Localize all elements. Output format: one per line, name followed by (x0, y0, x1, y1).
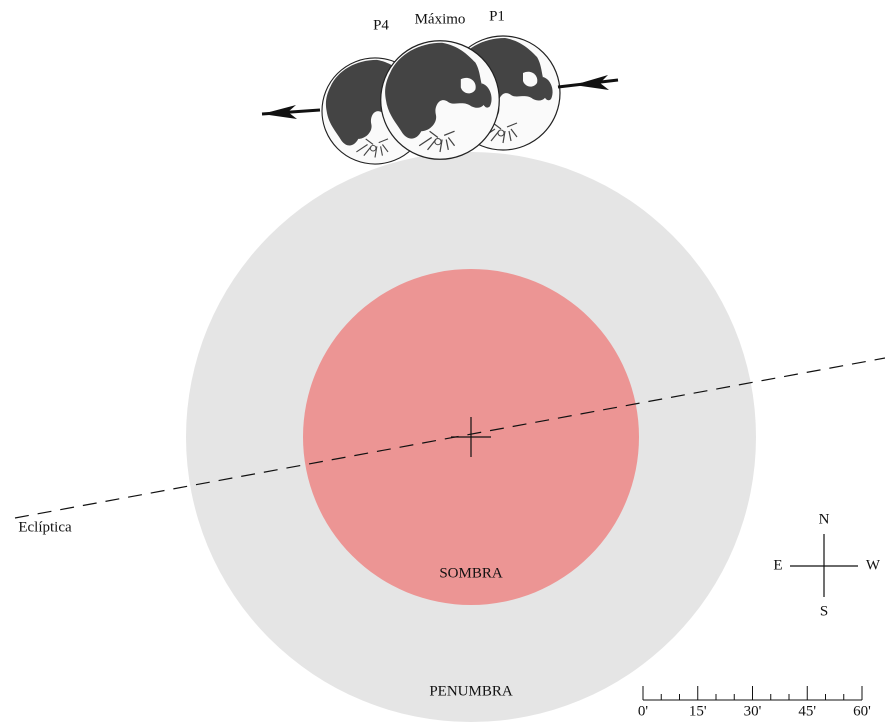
scale-label: 0' (638, 703, 649, 719)
moon-max (381, 41, 500, 160)
scale-label: 60' (853, 703, 871, 719)
compass-label: N (819, 511, 830, 527)
eclipse-diagram: P4 Máximo P1 Eclíptica SOMBRA PENUMBRA N… (0, 0, 885, 722)
compass-label: E (773, 557, 782, 573)
moon-label: Máximo (415, 11, 466, 27)
compass-label: S (820, 603, 828, 619)
scale-label: 45' (798, 703, 816, 719)
umbra-label: SOMBRA (439, 565, 503, 581)
ecliptic-label: Eclíptica (18, 519, 72, 535)
moon-label: P1 (489, 8, 505, 24)
scale-bar: 0' 15' 30' 45' 60' (638, 686, 871, 719)
compass (790, 534, 858, 597)
scale-label: 30' (744, 703, 762, 719)
compass-label: W (866, 557, 881, 573)
penumbra-label: PENUMBRA (429, 683, 513, 699)
scale-label: 15' (689, 703, 707, 719)
moon-label: P4 (373, 17, 389, 33)
